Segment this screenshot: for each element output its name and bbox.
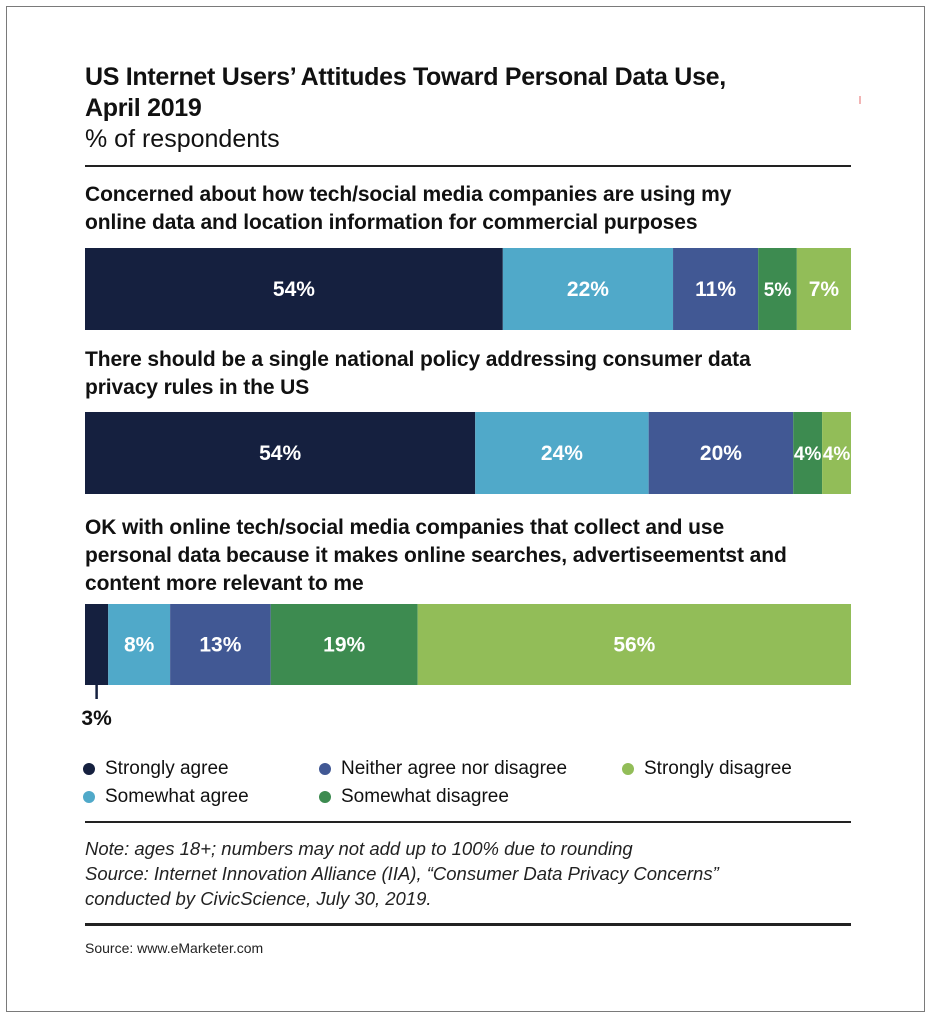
question-3-line-1: OK with online tech/social media compani…: [85, 516, 725, 539]
question-2-line-2: privacy rules in the US: [85, 376, 310, 399]
legend-label: Somewhat disagree: [341, 786, 509, 807]
question-1-line-1: Concerned about how tech/social media co…: [85, 183, 732, 206]
footnote-line-2: Source: Internet Innovation Alliance (II…: [85, 863, 719, 884]
legend-dot-icon: [319, 791, 331, 803]
legend-dot-icon: [622, 763, 634, 775]
footnote-line-3: conducted by CivicScience, July 30, 2019…: [85, 888, 432, 909]
question-2-line-1: There should be a single national policy…: [85, 348, 751, 371]
chart-title-line-2: April 2019: [85, 94, 202, 122]
legend-item-strongly-disagree: Strongly disagree: [622, 757, 792, 781]
legend-dot-icon: [83, 763, 95, 775]
title-divider: [85, 165, 851, 167]
chart-frame: [6, 6, 925, 1012]
question-1-label: Concerned about how tech/social media co…: [85, 181, 865, 237]
question-2-label: There should be a single national policy…: [85, 346, 865, 402]
source-credit: Source: www.eMarketer.com: [85, 940, 264, 956]
question-3-line-3: content more relevant to me: [85, 572, 364, 595]
legend-label: Strongly agree: [105, 758, 229, 779]
legend-dot-icon: [83, 791, 95, 803]
legend-dot-icon: [319, 763, 331, 775]
footnote-line-1: Note: ages 18+; numbers may not add up t…: [85, 838, 633, 859]
chart-title: US Internet Users’ Attitudes Toward Pers…: [85, 62, 865, 124]
edge-artifact: [859, 96, 861, 104]
footnote: Note: ages 18+; numbers may not add up t…: [85, 836, 719, 911]
question-3-label: OK with online tech/social media compani…: [85, 514, 865, 598]
question-3-line-2: personal data because it makes online se…: [85, 544, 787, 567]
footnote-divider: [85, 923, 851, 926]
chart-title-line-1: US Internet Users’ Attitudes Toward Pers…: [85, 63, 726, 91]
legend-item-somewhat-disagree: Somewhat disagree: [319, 785, 509, 809]
legend-item-somewhat-agree: Somewhat agree: [83, 785, 249, 809]
legend-divider: [85, 821, 851, 823]
question-1-line-2: online data and location information for…: [85, 211, 698, 234]
legend-label: Strongly disagree: [644, 758, 792, 779]
chart-subtitle: % of respondents: [85, 125, 280, 153]
legend-item-strongly-agree: Strongly agree: [83, 757, 229, 781]
legend-label: Somewhat agree: [105, 786, 249, 807]
legend-label: Neither agree nor disagree: [341, 758, 568, 779]
legend-item-neither: Neither agree nor disagree: [319, 757, 567, 781]
